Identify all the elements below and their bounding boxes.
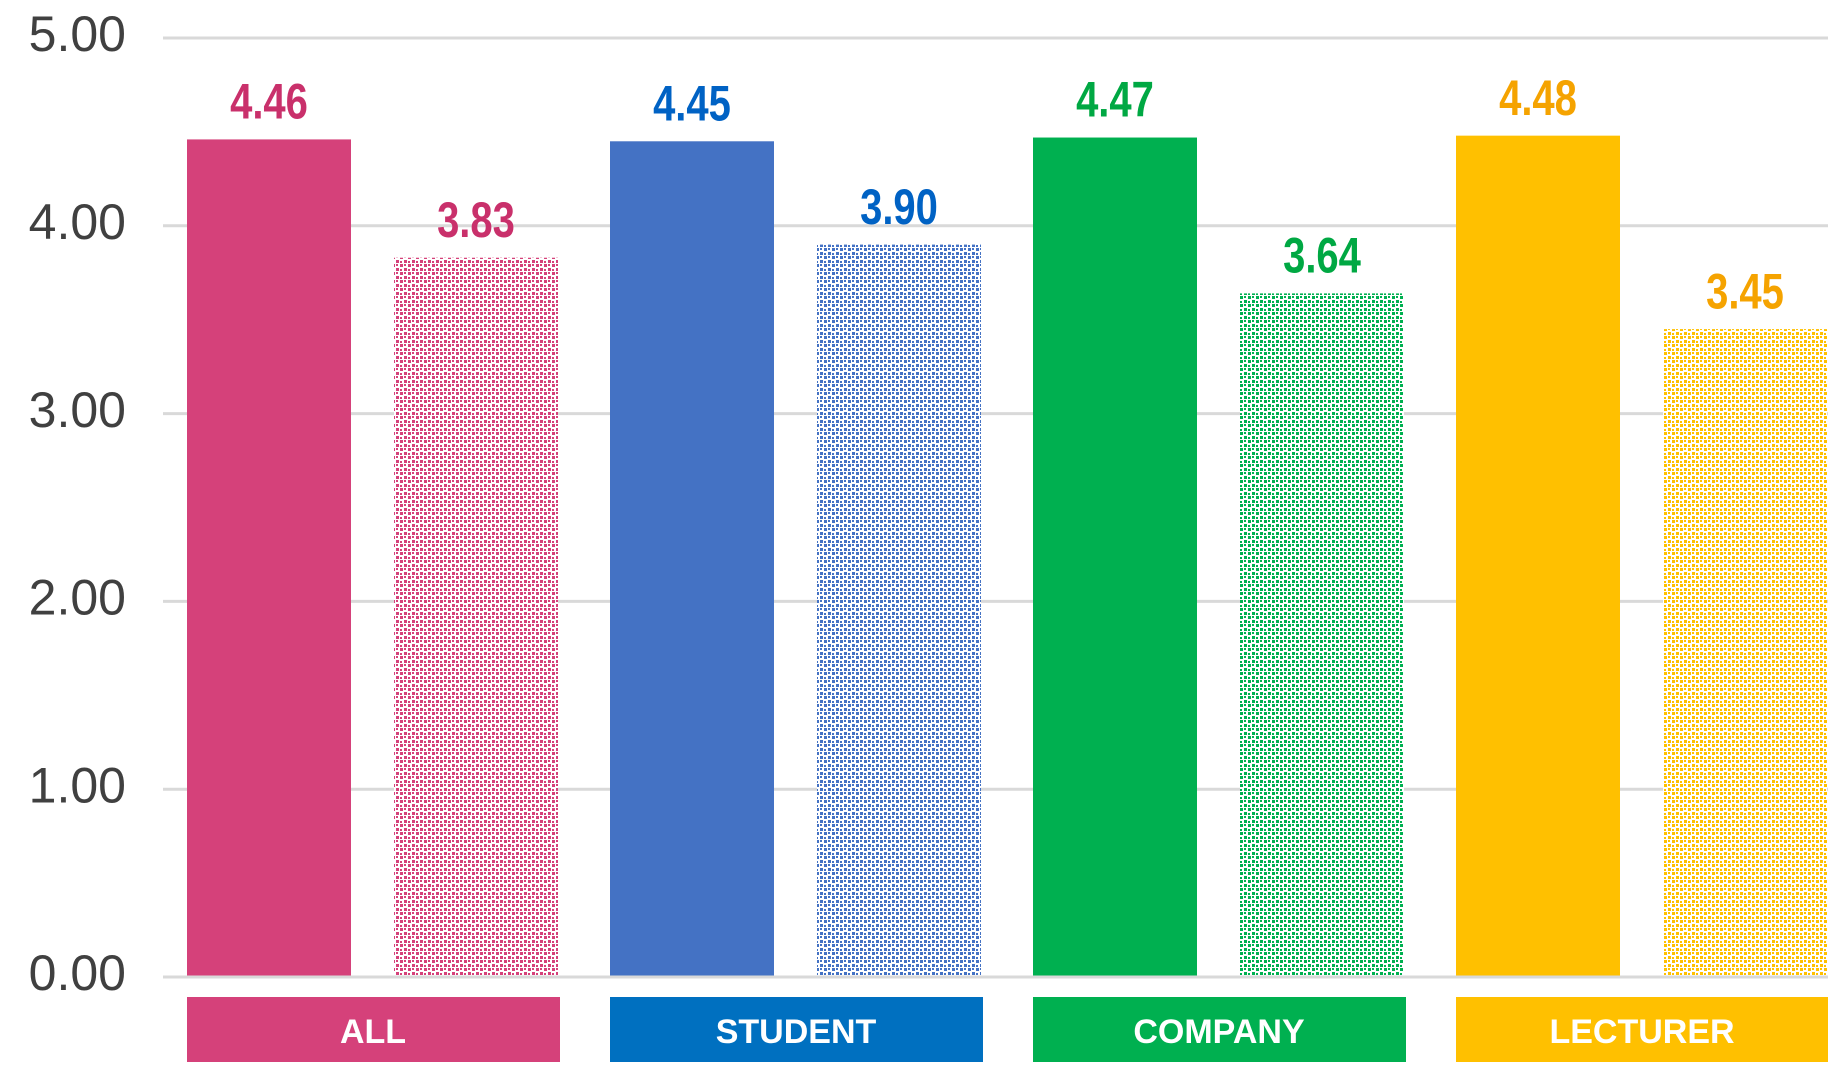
y-tick-label: 2.00 (29, 570, 126, 626)
y-tick-label: 1.00 (29, 757, 126, 813)
bar (187, 139, 351, 978)
category-box (1033, 997, 1406, 1062)
value-label: 3.83 (437, 192, 515, 248)
y-tick-label: 0.00 (29, 945, 126, 1001)
value-label: 4.45 (653, 75, 731, 131)
value-label: 3.90 (860, 179, 938, 235)
bar (1240, 293, 1404, 978)
y-tick-label: 4.00 (29, 194, 126, 250)
x-tick-label: STUDENT (716, 1013, 877, 1051)
bar (1456, 135, 1620, 977)
value-label: 4.46 (230, 73, 308, 129)
category-box (187, 997, 560, 1062)
value-label: 3.45 (1706, 263, 1784, 319)
bar (817, 244, 981, 977)
y-tick-label: 5.00 (29, 6, 126, 62)
bar (1663, 329, 1827, 978)
category-box (1456, 997, 1828, 1062)
bar (1033, 137, 1197, 977)
value-label: 4.47 (1076, 71, 1154, 127)
x-tick-label: LECTURER (1549, 1013, 1734, 1051)
x-tick-label: ALL (340, 1013, 406, 1051)
bar (394, 257, 558, 977)
category-box (610, 997, 983, 1062)
bar (610, 141, 774, 978)
x-tick-label: COMPANY (1133, 1013, 1305, 1051)
y-tick-label: 3.00 (29, 382, 126, 438)
value-label: 4.48 (1499, 70, 1577, 126)
value-label: 3.64 (1283, 227, 1361, 283)
